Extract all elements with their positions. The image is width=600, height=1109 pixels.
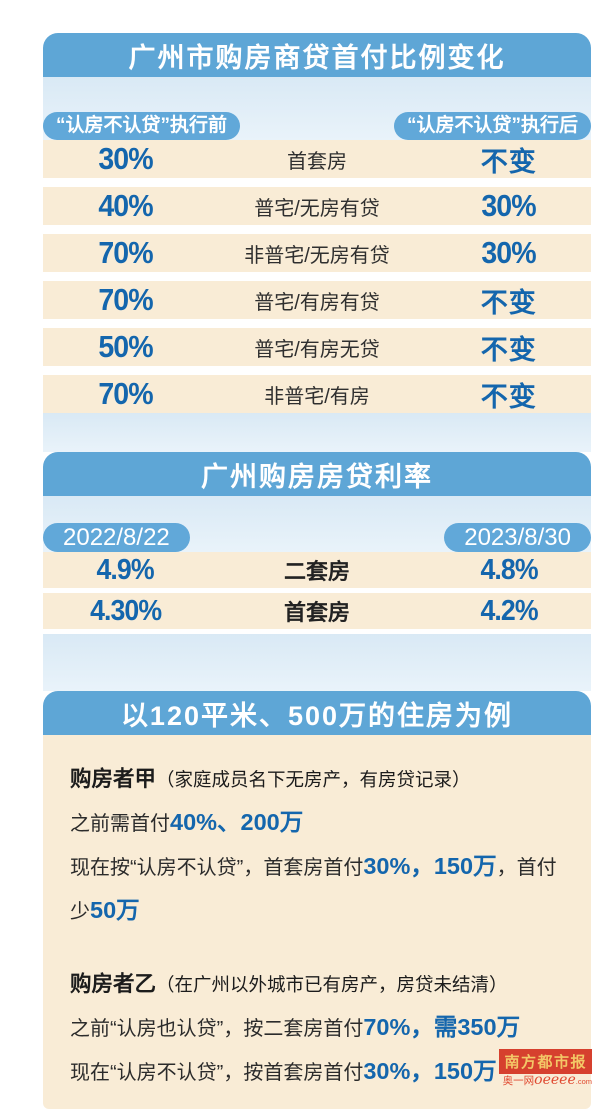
text-segment: 70%，需350万: [363, 1014, 521, 1040]
after-value: 不变: [480, 381, 537, 412]
publisher-brand: 南方都市报 奥一网oeeee.com: [499, 1049, 592, 1088]
paragraph-gap: [70, 934, 565, 964]
before-value: 70%: [98, 376, 153, 411]
text-segment: 30%，150万: [363, 853, 497, 879]
table-row: 30% 首套房 不变: [43, 140, 591, 178]
text-segment: （家庭成员名下无房产，有房贷记录）: [156, 770, 471, 791]
text-segment: 少: [70, 901, 90, 923]
table-row: 4.30% 首套房 4.2%: [43, 593, 591, 629]
section2-title: 广州购房房贷利率: [43, 452, 591, 496]
newspaper-logo: 南方都市报: [499, 1049, 592, 1074]
before-value: 50%: [98, 329, 153, 364]
text-segment: 30%，150万: [363, 1058, 497, 1084]
text-segment: 购房者甲: [70, 767, 157, 791]
rate-after: 4.8%: [480, 553, 538, 586]
after-value: 不变: [480, 287, 537, 318]
after-value: 30%: [481, 235, 537, 270]
brand-tagline: 奥一网oeeee.com: [502, 1072, 592, 1088]
text-segment: 之前“认房也认贷”，按二套房首付: [70, 1018, 364, 1040]
row-label: 普宅/无房有贷: [254, 197, 380, 220]
text-segment: 40%、200万: [170, 809, 304, 835]
after-value: 30%: [481, 188, 537, 223]
buyer-a-now: 现在按“认房不认贷”，首套房首付30%，150万，首付: [70, 846, 565, 890]
table-row: 70% 普宅/有房有贷 不变: [43, 281, 591, 319]
downpayment-table: 30% 首套房 不变 40% 普宅/无房有贷 30% 70% 非普宅/无房有贷 …: [43, 140, 591, 413]
section1-chip-row: “认房不认贷”执行前 “认房不认贷”执行后: [43, 77, 591, 140]
after-value: 不变: [480, 334, 537, 365]
buyer-b-heading: 购房者乙（在广州以外城市已有房产，房贷未结清）: [70, 964, 565, 1007]
row-label: 普宅/有房无贷: [254, 338, 380, 361]
before-value: 30%: [98, 141, 153, 176]
row-label: 首套房: [283, 600, 350, 625]
section-spacer: [43, 413, 591, 452]
text-segment: 之前需首付: [70, 813, 170, 835]
date-before: 2022/8/22: [43, 523, 190, 552]
text-segment: 现在按“认房不认贷”，首套房首付: [70, 857, 364, 879]
before-value: 70%: [98, 235, 153, 270]
table-row: 50% 普宅/有房无贷 不变: [43, 328, 591, 366]
section2-date-row: 2022/8/22 2023/8/30: [43, 496, 591, 552]
section3-title: 以120平米、500万的住房为例: [43, 691, 591, 735]
text-segment: 50万: [90, 897, 140, 923]
buyer-b-before: 之前“认房也认贷”，按二套房首付70%，需350万: [70, 1007, 565, 1051]
table-row: 70% 非普宅/无房有贷 30%: [43, 234, 591, 272]
date-after: 2023/8/30: [444, 523, 591, 552]
rate-before: 4.30%: [89, 594, 162, 627]
text-segment: ，首付: [496, 857, 557, 879]
chip-after-policy: “认房不认贷”执行后: [393, 112, 591, 140]
table-row: 4.9% 二套房 4.8%: [43, 552, 591, 588]
buyer-a-saving: 少50万: [70, 890, 565, 934]
text-segment: （在广州以外城市已有房产，房贷未结清）: [156, 975, 508, 996]
text-segment: 现在“认房不认贷”，按首套房首付: [70, 1062, 364, 1084]
row-label: 二套房: [283, 559, 350, 584]
infographic-card: 广州市购房商贷首付比例变化 “认房不认贷”执行前 “认房不认贷”执行后 30% …: [43, 33, 591, 1109]
section1-title: 广州市购房商贷首付比例变化: [43, 33, 591, 77]
row-label: 首套房: [286, 150, 347, 173]
chip-before-policy: “认房不认贷”执行前: [43, 112, 241, 140]
before-value: 70%: [98, 282, 153, 317]
rate-after: 4.2%: [480, 594, 538, 627]
buyer-a-heading: 购房者甲（家庭成员名下无房产，有房贷记录）: [70, 759, 565, 802]
row-label: 普宅/有房有贷: [254, 291, 380, 314]
after-value: 不变: [480, 146, 537, 177]
before-value: 40%: [98, 188, 153, 223]
table-row: 70% 非普宅/有房 不变: [43, 375, 591, 413]
row-label: 非普宅/无房有贷: [244, 244, 390, 267]
rate-before: 4.9%: [96, 553, 155, 586]
rate-table: 4.9% 二套房 4.8% 4.30% 首套房 4.2%: [43, 552, 591, 629]
buyer-b-now: 现在“认房不认贷”，按首套房首付30%，150万: [70, 1051, 565, 1095]
text-segment: 购房者乙: [70, 972, 157, 996]
table-row: 40% 普宅/无房有贷 30%: [43, 187, 591, 225]
section-spacer: [43, 634, 591, 691]
buyer-a-before: 之前需首付40%、200万: [70, 802, 565, 846]
example-panel: 购房者甲（家庭成员名下无房产，有房贷记录） 之前需首付40%、200万 现在按“…: [43, 735, 591, 1109]
row-label: 非普宅/有房: [264, 385, 370, 408]
